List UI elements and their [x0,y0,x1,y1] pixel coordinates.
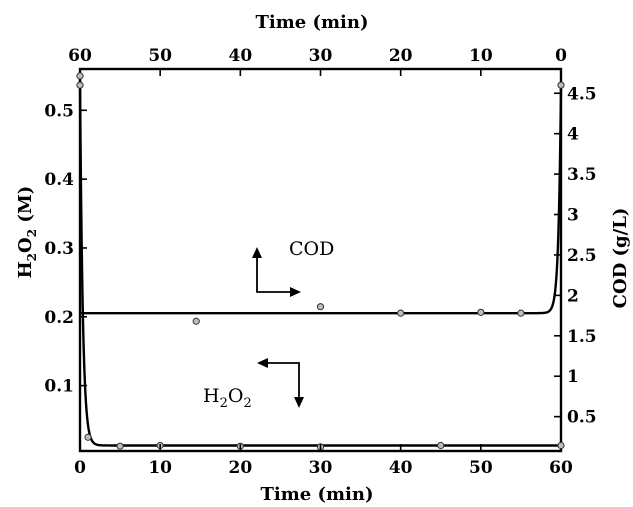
cod-data-point [557,81,565,89]
h2o2-annotation: H2O2 [203,385,252,411]
top-tick-label: 40 [228,46,252,66]
top-tick-label: 50 [148,46,172,66]
left-tick-label: 0.2 [44,308,74,328]
cod-data-point [76,81,84,89]
top-tick-label: 0 [555,46,567,66]
cod-axis-arrow [256,255,295,293]
right-tick-label: 2 [567,286,579,306]
cod-data-point [192,317,200,325]
bottom-tick-label: 40 [389,458,413,478]
axis-ticks: 0 10 20 30 40 50 60 60 50 40 30 20 10 0 0.1 0.2 0.3 0.4 0.… [44,46,596,478]
cod-data-point [397,309,405,317]
h2o2-data-point [557,441,565,450]
bottom-tick-label: 0 [74,458,86,478]
data-points [76,72,565,451]
right-tick-label: 4 [567,125,579,145]
bottom-tick-label: 20 [228,458,252,478]
right-tick-label: 2.5 [567,246,597,266]
right-axis-title: COD (g/L) [610,208,631,309]
top-tick-label: 20 [389,46,413,66]
cod-arrow-up-head [252,247,262,258]
left-axis-title: H2O2 (M) [15,186,39,279]
cod-fit-curve [80,85,563,315]
bottom-tick-label: 30 [309,458,333,478]
h2o2-data-point [84,433,92,441]
fitted-curves [78,75,563,447]
cod-arrow-right-head [290,287,301,297]
right-tick-label: 1.5 [567,327,597,347]
left-tick-label: 0.3 [44,239,74,259]
cod-annotation: COD [289,238,334,260]
right-tick-label: 0.5 [567,408,597,428]
right-tick-label: 4.5 [567,84,597,104]
plot-border [78,67,563,453]
bottom-axis-title: Time (min) [260,484,373,505]
top-tick-label: 60 [68,46,92,66]
left-tick-label: 0.1 [44,377,74,397]
cod-data-point [316,303,325,311]
h2o2-data-point [116,442,124,450]
bottom-tick-label: 60 [549,458,573,478]
left-tick-label: 0.5 [44,101,74,121]
top-axis-title: Time (min) [255,12,368,33]
right-tick-label: 3.5 [567,165,597,185]
h2o2-data-point [437,441,445,450]
top-tick-label: 30 [309,46,333,66]
top-tick-label: 10 [469,46,493,66]
h2o2-arrow-left-head [257,358,268,368]
bottom-tick-label: 10 [148,458,172,478]
right-tick-label: 3 [567,206,579,226]
cod-data-point [477,308,485,316]
bottom-tick-label: 50 [469,458,493,478]
h2o2-axis-arrow [264,362,300,401]
left-tick-label: 0.4 [44,170,74,190]
plot-frame [78,67,563,453]
h2o2-fit-curve [78,75,561,447]
right-tick-label: 1 [567,367,579,387]
h2o2-arrow-down-head [294,397,304,408]
h2o2-data-point [76,72,84,80]
cod-data-point [517,309,525,317]
